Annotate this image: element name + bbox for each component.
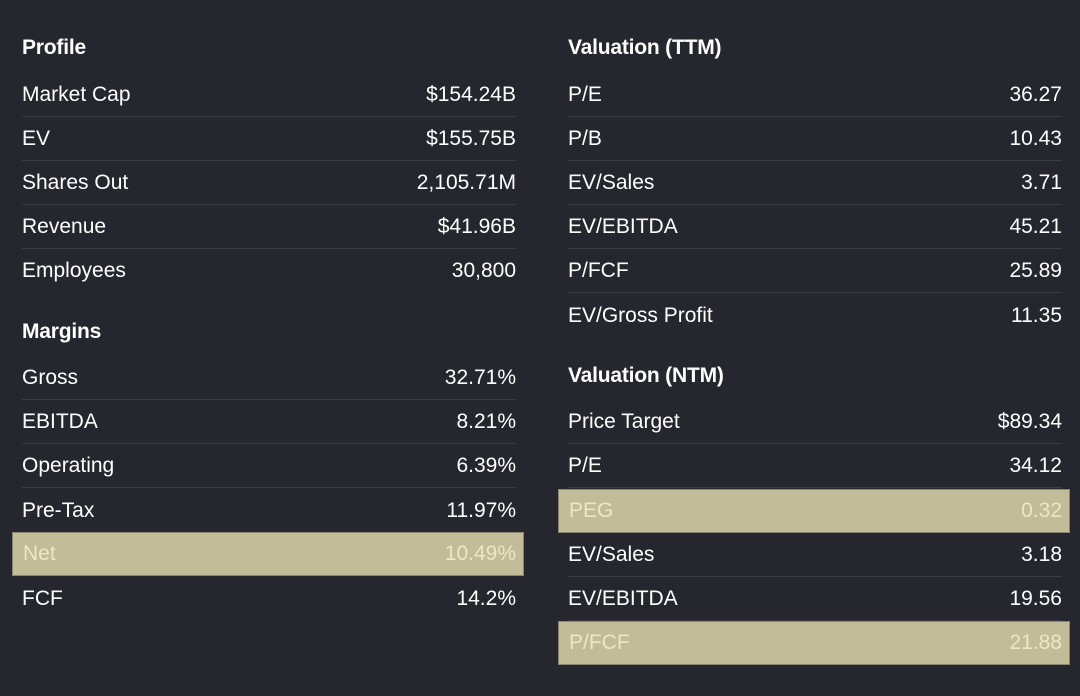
row-value: 14.2% (456, 587, 516, 610)
row-label: Market Cap (22, 82, 131, 106)
row-value: 8.21% (456, 409, 516, 433)
row-label: EV/EBITDA (568, 214, 678, 238)
row-label: Employees (22, 259, 126, 282)
profile-row-employees: Employees 30,800 (22, 249, 516, 293)
row-label: Pre-Tax (22, 498, 95, 522)
row-value: $41.96B (437, 214, 516, 238)
row-value: $89.34 (997, 409, 1062, 433)
ntm-row-price-target: Price Target $89.34 (568, 400, 1062, 444)
row-label: P/FCF (568, 258, 629, 282)
row-label: Operating (22, 453, 115, 477)
valuation-ntm-title: Valuation (NTM) (568, 364, 724, 387)
row-label: P/E (568, 82, 602, 106)
row-label: Net (23, 542, 56, 565)
row-value: 32.71% (444, 365, 516, 389)
ttm-row-ev-sales: EV/Sales 3.71 (568, 161, 1062, 205)
margins-row-ebitda: EBITDA 8.21% (22, 400, 516, 444)
row-label: EV/EBITDA (568, 586, 678, 610)
row-value: 36.27 (1009, 82, 1062, 106)
row-label: PEG (569, 499, 614, 522)
row-value: $154.24B (426, 82, 516, 106)
margins-title: Margins (22, 320, 102, 343)
row-value: 11.35 (1011, 304, 1062, 327)
ntm-row-pe: P/E 34.12 (568, 444, 1062, 488)
row-value: 0.32 (1021, 499, 1062, 522)
row-value: 2,105.71M (416, 170, 516, 194)
ttm-row-pb: P/B 10.43 (568, 117, 1062, 161)
margins-row-fcf: FCF 14.2% (22, 577, 516, 621)
row-label: P/B (568, 126, 602, 150)
row-value: 45.21 (1009, 214, 1062, 238)
row-label: Revenue (22, 214, 107, 238)
ttm-row-ev-ebitda: EV/EBITDA 45.21 (568, 205, 1062, 249)
row-value: 21.88 (1009, 631, 1062, 654)
ttm-row-pe: P/E 36.27 (568, 73, 1062, 117)
ntm-row-ev-sales: EV/Sales 3.18 (568, 533, 1062, 577)
row-value: 30,800 (451, 259, 516, 282)
row-label: EV/Sales (568, 542, 655, 566)
row-value: 25.89 (1009, 258, 1062, 282)
row-value: 11.97% (446, 498, 516, 522)
row-label: Shares Out (22, 170, 129, 194)
profile-row-shares-out: Shares Out 2,105.71M (22, 161, 516, 205)
valuation-ttm-title: Valuation (TTM) (568, 36, 722, 59)
row-label: Gross (22, 365, 79, 389)
margins-row-pre-tax: Pre-Tax 11.97% (22, 489, 516, 533)
row-label: EV/Gross Profit (568, 304, 713, 327)
row-label: EV/Sales (568, 170, 655, 194)
profile-row-market-cap: Market Cap $154.24B (22, 73, 516, 117)
row-label: FCF (22, 587, 63, 610)
row-value: 10.43 (1009, 126, 1062, 150)
row-label: Price Target (568, 409, 680, 433)
row-value: 19.56 (1009, 586, 1062, 610)
ntm-row-p-fcf-highlighted[interactable]: P/FCF 21.88 (558, 621, 1070, 665)
margins-row-gross: Gross 32.71% (22, 356, 516, 400)
row-value: $155.75B (426, 126, 516, 150)
ttm-row-ev-gross-profit: EV/Gross Profit 11.35 (568, 294, 1062, 338)
row-value: 3.18 (1021, 542, 1062, 566)
profile-row-ev: EV $155.75B (22, 117, 516, 161)
ntm-row-peg-highlighted[interactable]: PEG 0.32 (558, 489, 1070, 533)
row-label: EBITDA (22, 409, 98, 433)
row-value: 34.12 (1009, 453, 1062, 477)
ttm-row-p-fcf: P/FCF 25.89 (568, 249, 1062, 293)
row-label: P/E (568, 453, 602, 477)
ntm-row-ev-ebitda: EV/EBITDA 19.56 (568, 577, 1062, 621)
profile-row-revenue: Revenue $41.96B (22, 205, 516, 249)
row-label: EV (22, 126, 51, 150)
profile-title: Profile (22, 36, 86, 59)
margins-row-operating: Operating 6.39% (22, 444, 516, 488)
margins-row-net-highlighted[interactable]: Net 10.49% (12, 532, 524, 576)
row-value: 6.39% (456, 453, 516, 477)
row-value: 3.71 (1021, 170, 1062, 194)
row-value: 10.49% (444, 542, 516, 565)
row-label: P/FCF (569, 631, 630, 654)
